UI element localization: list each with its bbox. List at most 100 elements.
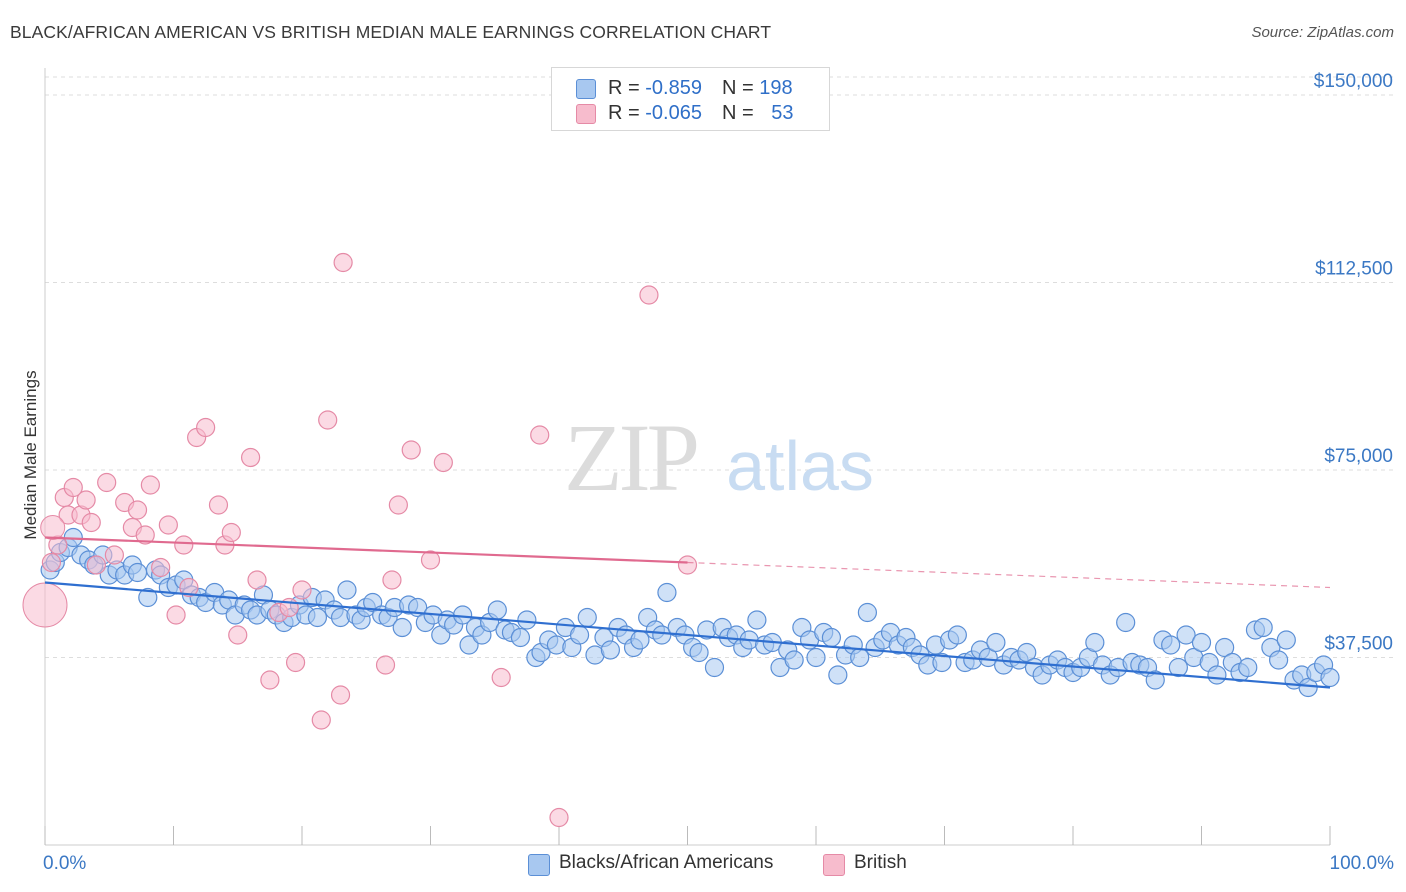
data-point (986, 632, 1006, 653)
data-point (1085, 632, 1105, 653)
y-axis-title: Median Male Earnings (21, 370, 40, 539)
series-british (22, 252, 698, 828)
y-tick-label: $112,500 (1315, 259, 1393, 280)
data-point (1238, 657, 1258, 678)
data-point (689, 642, 709, 663)
data-point (63, 477, 83, 498)
watermark: ZIP atlas (564, 404, 874, 511)
data-point (784, 650, 804, 670)
gridlines (45, 76, 1395, 658)
data-point (630, 630, 650, 650)
trend-line-british (44, 536, 688, 564)
legend-n-value: 53 (771, 102, 794, 124)
data-point (978, 647, 998, 668)
legend-row-blacks: R = -0.859 N = 198 (576, 77, 793, 103)
data-point (510, 627, 531, 648)
axes (44, 68, 1331, 846)
data-point (196, 417, 216, 438)
data-point (311, 710, 331, 730)
x-tick-label-right: 100.0% (1330, 853, 1395, 874)
data-point (1268, 650, 1289, 670)
data-point (337, 580, 357, 600)
data-point (828, 665, 848, 685)
data-point (1191, 632, 1212, 653)
trend-line-blacks (44, 581, 1331, 689)
data-point (307, 607, 328, 628)
data-point (850, 647, 870, 668)
data-point (241, 447, 261, 468)
data-point (40, 515, 66, 540)
data-point (530, 425, 550, 445)
y-tick-label: $75,000 (1324, 446, 1393, 467)
data-point (174, 535, 194, 555)
data-point (932, 652, 952, 673)
data-point (221, 522, 241, 543)
legend-r-label: R = (608, 102, 646, 124)
legend-n-label: N = (721, 77, 760, 99)
data-point (285, 652, 306, 673)
trend-lines (44, 536, 1331, 689)
watermark-zip: ZIP (564, 404, 697, 511)
data-point (135, 525, 155, 545)
legend-swatch-blue (576, 79, 596, 99)
data-point (491, 667, 511, 688)
legend-swatch-pink (576, 104, 596, 124)
data-point (569, 625, 590, 645)
data-point (487, 600, 507, 620)
data-point (459, 635, 479, 655)
data-point (86, 555, 107, 575)
legend-n-label: N = (721, 102, 760, 124)
data-point (639, 285, 659, 305)
data-point (208, 495, 229, 515)
data-point (166, 605, 186, 625)
data-point (1116, 612, 1136, 633)
legend-r-value: -0.065 (645, 102, 702, 124)
data-point (652, 625, 672, 645)
bottom-legend-swatch-blue (528, 854, 550, 876)
data-point (821, 627, 842, 648)
legend-n-value: 198 (759, 77, 793, 99)
bottom-legend-swatch-pink (823, 854, 845, 876)
data-point (104, 545, 124, 565)
data-point (76, 490, 96, 510)
data-point (420, 550, 441, 570)
data-point (577, 607, 597, 628)
data-point (1215, 637, 1235, 658)
data-point (677, 555, 698, 575)
data-point (81, 512, 101, 533)
data-point (138, 587, 158, 608)
data-point (375, 655, 396, 675)
data-point (747, 610, 767, 630)
data-point (1320, 667, 1340, 688)
legend-r-label: R = (608, 77, 646, 99)
data-point (1207, 665, 1227, 685)
bottom-legend-label: Blacks/African Americans (559, 852, 774, 873)
data-point (330, 685, 351, 705)
data-point (382, 570, 402, 590)
data-point (22, 582, 68, 628)
data-point (247, 570, 267, 590)
data-point (704, 657, 725, 678)
y-tick-label: $37,500 (1324, 634, 1393, 655)
data-point (1276, 630, 1296, 650)
chart-source: Source: ZipAtlas.com (1251, 24, 1394, 41)
data-point (127, 562, 148, 583)
data-point (97, 472, 117, 493)
data-point (151, 557, 171, 578)
data-point (158, 515, 178, 535)
data-point (433, 452, 453, 473)
data-point (1253, 617, 1273, 638)
watermark-atlas: atlas (726, 427, 874, 505)
data-point (140, 475, 160, 495)
data-point (517, 610, 537, 630)
data-point (1161, 635, 1181, 655)
data-point (179, 577, 199, 598)
data-point (318, 410, 338, 430)
data-point (41, 552, 62, 573)
data-point (260, 670, 280, 690)
data-point (1168, 657, 1188, 678)
legend-r-value: -0.859 (645, 77, 702, 99)
data-point (333, 252, 353, 273)
data-point (600, 640, 621, 660)
